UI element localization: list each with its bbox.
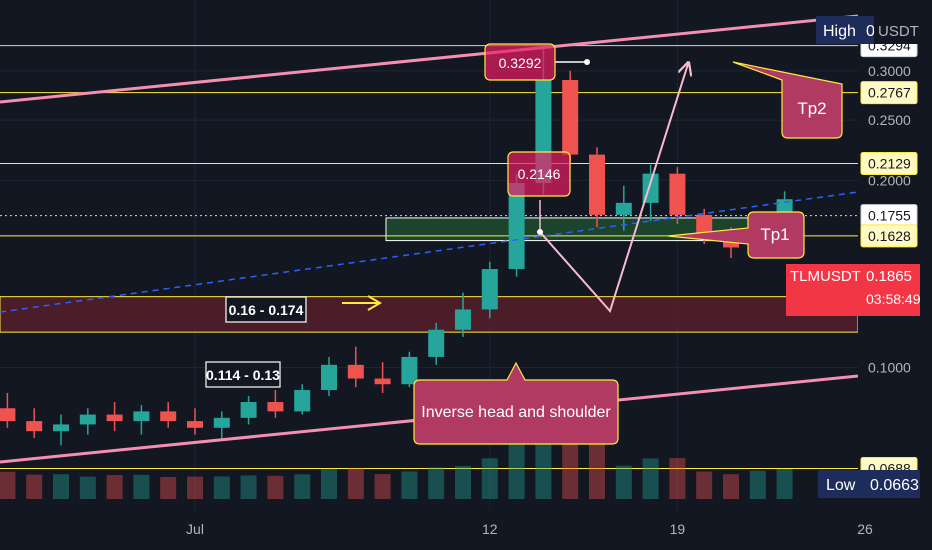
currency-label: USDT bbox=[878, 23, 919, 40]
volume-bar bbox=[669, 458, 685, 499]
callout-tp2-text: Tp2 bbox=[797, 99, 826, 118]
volume-bar bbox=[750, 471, 766, 499]
volume-bar bbox=[214, 476, 230, 499]
volume-bar bbox=[375, 474, 391, 499]
candle-body bbox=[348, 365, 364, 379]
callout-3292-text: 0.3292 bbox=[499, 55, 542, 71]
volume-bar bbox=[294, 474, 310, 499]
level-label-4: 0.1628 bbox=[868, 228, 911, 244]
zone-1 bbox=[0, 297, 858, 332]
volume-bar bbox=[455, 466, 471, 499]
callout-2146-dot bbox=[537, 229, 543, 235]
candle-body bbox=[160, 411, 176, 421]
low-badge: Low 0.0663 bbox=[818, 470, 920, 498]
candle-body bbox=[589, 155, 605, 215]
candle-body bbox=[241, 402, 257, 418]
volume-bar bbox=[160, 477, 176, 499]
volume-bar bbox=[0, 472, 15, 499]
symbol-label: TLMUSDT bbox=[790, 268, 861, 285]
candle-body bbox=[401, 357, 417, 384]
candle-body bbox=[482, 269, 498, 309]
volume-bar bbox=[696, 472, 712, 499]
volume-bar bbox=[616, 466, 632, 499]
candle-body bbox=[107, 415, 123, 422]
volume-bar bbox=[723, 474, 739, 499]
y-tick-label: 0.3000 bbox=[868, 63, 911, 79]
volume-bar bbox=[643, 458, 659, 499]
x-tick-label: Jul bbox=[186, 521, 204, 537]
zone-label-lower: 0.114 - 0.13 bbox=[206, 362, 280, 387]
candle-body bbox=[321, 365, 337, 390]
candle-body bbox=[616, 203, 632, 215]
volume-bar bbox=[777, 469, 793, 499]
callout-3292-dot bbox=[584, 59, 590, 65]
volume-bar bbox=[241, 475, 257, 499]
volume-bar bbox=[267, 476, 283, 499]
level-label-3: 0.1755 bbox=[868, 208, 911, 224]
candle-body bbox=[455, 309, 471, 329]
low-label: Low bbox=[826, 477, 856, 494]
zone-label-lower-text: 0.114 - 0.13 bbox=[206, 367, 280, 383]
candle-body bbox=[294, 390, 310, 411]
y-tick-label: 0.2500 bbox=[868, 112, 911, 128]
high-label: High bbox=[823, 23, 856, 40]
volume-bar bbox=[187, 477, 203, 499]
candle-body bbox=[187, 421, 203, 428]
candle-body bbox=[562, 80, 578, 155]
callout-3292: 0.3292 bbox=[485, 44, 555, 80]
candle-body bbox=[214, 418, 230, 428]
volume-bar bbox=[401, 471, 417, 499]
x-tick-label: 26 bbox=[857, 521, 873, 537]
y-tick-label: 0.1000 bbox=[868, 360, 911, 376]
candle-body bbox=[267, 402, 283, 411]
callout-inverse-head-shoulder-text: Inverse head and shoulder bbox=[421, 404, 611, 421]
volume-bar bbox=[53, 474, 69, 499]
candle-body bbox=[53, 424, 69, 431]
zone-label-upper-text: 0.16 - 0.174 bbox=[229, 302, 304, 318]
volume-bar bbox=[133, 475, 149, 499]
volume-bar bbox=[321, 469, 337, 499]
candle-body bbox=[80, 415, 96, 425]
high-badge: High 0 bbox=[816, 16, 878, 44]
candle-body bbox=[428, 330, 444, 357]
callout-2146: 0.2146 bbox=[508, 152, 570, 196]
callout-2146-text: 0.2146 bbox=[518, 166, 561, 182]
level-label-1: 0.2767 bbox=[868, 85, 911, 101]
candle-body bbox=[375, 379, 391, 385]
volume-bar bbox=[26, 475, 42, 499]
currency-badge[interactable]: USDT bbox=[874, 16, 919, 44]
volume-bar bbox=[107, 475, 123, 499]
level-label-2: 0.2129 bbox=[868, 155, 911, 171]
volume-bar bbox=[482, 458, 498, 499]
current-price: 0.1865 bbox=[866, 268, 912, 285]
current-price-tag: TLMUSDT 0.1865 03:58:49 bbox=[786, 264, 921, 316]
candle-countdown: 03:58:49 bbox=[866, 291, 921, 307]
candle-body bbox=[0, 408, 15, 421]
volume-bar bbox=[348, 468, 364, 499]
zone-label-upper: 0.16 - 0.174 bbox=[226, 297, 306, 322]
x-tick-label: 12 bbox=[482, 521, 498, 537]
candle-body bbox=[669, 174, 685, 215]
callout-tp1-text: Tp1 bbox=[760, 225, 789, 244]
volume-bar bbox=[80, 477, 96, 499]
candle-body bbox=[26, 421, 42, 431]
volume-bar bbox=[589, 443, 605, 499]
low-value: 0.0663 bbox=[870, 477, 919, 494]
x-tick-label: 19 bbox=[670, 521, 686, 537]
high-value: 0 bbox=[866, 23, 875, 40]
volume-bar bbox=[428, 467, 444, 499]
candle-body bbox=[133, 411, 149, 421]
